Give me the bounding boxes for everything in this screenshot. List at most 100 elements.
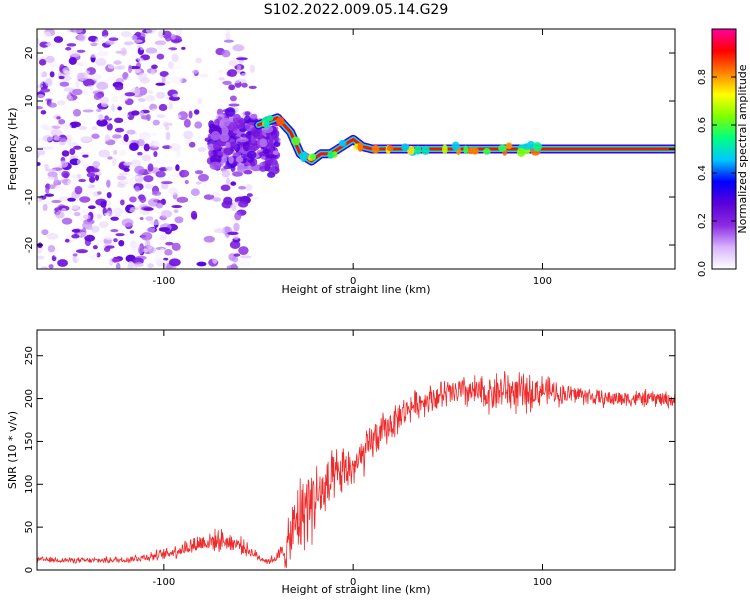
noise-blob: [223, 39, 234, 43]
noise-blob: [86, 251, 98, 259]
noise-blob: [92, 245, 98, 250]
noise-blob: [116, 175, 127, 181]
noise-blob: [107, 156, 113, 160]
signal-blob: [299, 151, 309, 161]
noise-blob: [96, 252, 101, 258]
noise-blob: [111, 103, 116, 113]
noise-blob: [212, 197, 222, 202]
noise-blob: [121, 218, 134, 228]
x-tick-label: 100: [533, 577, 552, 588]
noise-blob: [246, 150, 257, 159]
noise-blob: [73, 29, 83, 34]
noise-blob: [237, 137, 249, 143]
noise-blob: [132, 247, 140, 255]
noise-blob: [50, 209, 56, 215]
noise-blob: [171, 39, 183, 43]
noise-blob: [115, 262, 121, 269]
noise-blob: [96, 213, 102, 219]
noise-blob: [192, 69, 199, 74]
noise-blob: [100, 200, 107, 208]
noise-blob: [106, 123, 113, 131]
noise-blob: [59, 81, 70, 87]
noise-blob: [83, 78, 95, 87]
noise-blob: [51, 199, 62, 204]
signal-blob: [498, 144, 507, 152]
noise-blob: [117, 106, 122, 111]
signal-blob: [516, 147, 526, 157]
noise-blob: [58, 75, 65, 80]
noise-blob: [120, 30, 132, 38]
noise-blob: [169, 143, 181, 152]
noise-blob: [72, 253, 78, 257]
noise-blob: [185, 159, 196, 168]
noise-blob: [92, 160, 101, 168]
noise-blob: [122, 261, 129, 266]
noise-blob: [79, 151, 91, 155]
noise-blob: [68, 57, 77, 65]
noise-blob: [130, 68, 141, 74]
noise-blob: [118, 239, 125, 247]
noise-blob: [141, 232, 153, 241]
spectrogram-xlabel: Height of straight line (km): [281, 283, 430, 296]
noise-blob: [38, 59, 47, 66]
noise-blob: [171, 53, 179, 63]
noise-blob: [149, 219, 161, 226]
noise-blob: [259, 138, 268, 148]
noise-blob: [104, 134, 111, 142]
noise-blob: [134, 186, 140, 192]
noise-blob: [90, 168, 100, 173]
signal-blob: [386, 145, 394, 152]
noise-blob: [197, 147, 207, 152]
noise-blob: [227, 69, 238, 77]
noise-blob: [107, 64, 116, 69]
noise-blob: [165, 241, 174, 246]
y-tick-label: -10: [24, 189, 35, 205]
noise-blob: [238, 246, 249, 256]
noise-blob: [161, 182, 169, 190]
noise-blob: [183, 130, 194, 140]
noise-blob: [155, 202, 164, 209]
noise-blob: [124, 92, 136, 97]
noise-blob: [97, 129, 109, 137]
noise-blob: [145, 29, 157, 35]
figure-title: S102.2022.009.05.14.G29: [264, 2, 449, 18]
noise-blob: [173, 209, 179, 214]
noise-blob: [73, 212, 81, 217]
noise-blob: [63, 91, 70, 96]
noise-blob: [137, 97, 146, 103]
noise-blob: [151, 132, 158, 137]
noise-blob: [69, 121, 82, 128]
noise-blob: [98, 114, 104, 121]
noise-blob: [47, 244, 56, 253]
noise-blob: [96, 108, 102, 113]
noise-blob: [228, 155, 234, 164]
noise-blob: [160, 234, 167, 241]
noise-blob: [65, 46, 72, 51]
noise-blob: [145, 47, 158, 54]
noise-blob: [221, 169, 231, 178]
noise-blob: [93, 29, 98, 32]
noise-blob: [160, 181, 173, 185]
snr-ticks: -100 0 100 0 50 100 150 200 250: [24, 330, 675, 588]
noise-blob: [127, 64, 133, 74]
noise-blob: [45, 78, 53, 87]
noise-blob: [95, 38, 100, 43]
noise-blob: [137, 72, 148, 82]
noise-blob: [224, 107, 236, 117]
noise-blob: [114, 117, 124, 124]
signal-blob: [463, 145, 469, 155]
noise-blob: [148, 90, 154, 94]
y-tick-label: -20: [24, 237, 35, 253]
noise-blob: [97, 50, 109, 57]
noise-blob: [250, 113, 258, 120]
noise-blob: [221, 117, 230, 127]
noise-blob: [40, 110, 47, 115]
noise-blob: [87, 205, 96, 210]
noise-blob: [48, 102, 57, 108]
noise-blob: [131, 110, 140, 116]
y-tick-label: 150: [24, 432, 35, 451]
noise-blob: [171, 242, 181, 251]
noise-blob: [78, 60, 90, 67]
y-tick-label: 100: [24, 475, 35, 494]
noise-blob: [137, 246, 144, 255]
